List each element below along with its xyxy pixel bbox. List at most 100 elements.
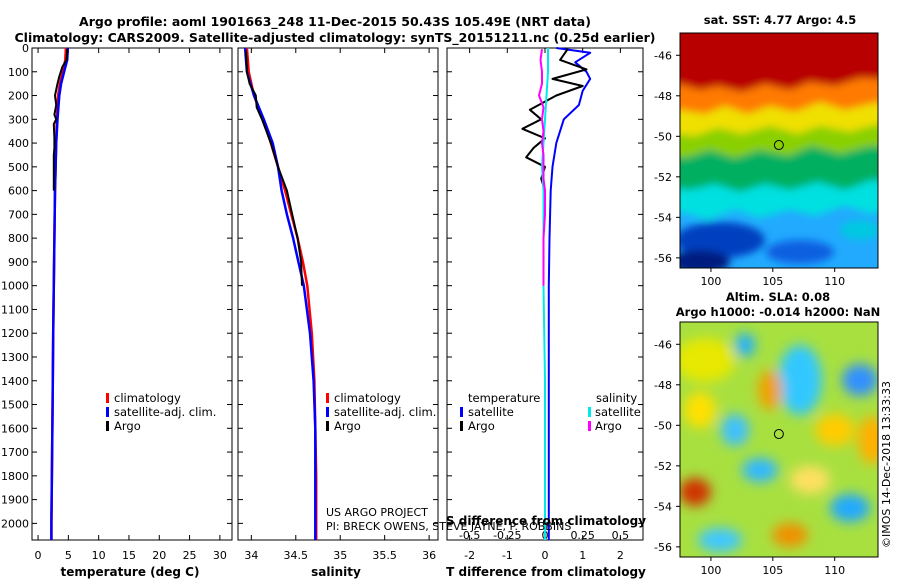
sla-patch bbox=[778, 345, 822, 415]
depth-tick-label: 1300 bbox=[1, 351, 29, 364]
sla-patch bbox=[830, 494, 870, 522]
legend-swatch-temp-satellite bbox=[460, 407, 463, 417]
x-tick-label: 35 bbox=[333, 549, 347, 562]
legend-label-sal-argo: Argo bbox=[595, 419, 622, 433]
temperature-panel-frame bbox=[31, 47, 233, 541]
sla-patch bbox=[698, 528, 742, 552]
series-line-salinity-satellite bbox=[541, 48, 549, 540]
x-tick-label: 1 bbox=[579, 549, 586, 562]
depth-tick-label: 1200 bbox=[1, 327, 29, 340]
x-tick-label: -1 bbox=[502, 549, 513, 562]
map-y-tick-label: -52 bbox=[654, 171, 672, 184]
sst-map-title: sat. SST: 4.77 Argo: 4.5 bbox=[704, 13, 856, 27]
series-line-argo bbox=[52, 49, 69, 191]
sla-patch bbox=[684, 392, 716, 428]
legend-label-argo: Argo bbox=[114, 419, 141, 433]
x-tick-label: -2 bbox=[464, 549, 475, 562]
map-y-tick-label: -48 bbox=[654, 90, 672, 103]
map-y-tick-label: -54 bbox=[654, 500, 672, 513]
sla-patch bbox=[772, 523, 808, 547]
x-tick-label: 34.5 bbox=[284, 549, 309, 562]
sla-map-title-line2: Argo h1000: -0.014 h2000: NaN bbox=[676, 305, 880, 319]
depth-tick-label: 1800 bbox=[1, 470, 29, 483]
depth-tick-label: 2000 bbox=[1, 517, 29, 530]
sst-band-cold bbox=[680, 180, 878, 220]
x-tick-label: 0 bbox=[35, 549, 42, 562]
legend-label-climatology: climatology bbox=[334, 391, 401, 405]
map-x-tick-label: 110 bbox=[824, 564, 845, 577]
depth-tick-label: 600 bbox=[8, 185, 29, 198]
map-x-tick-label: 100 bbox=[700, 564, 721, 577]
sla-patch bbox=[842, 364, 878, 396]
legend-label-climatology: climatology bbox=[114, 391, 181, 405]
map-x-tick-label: 105 bbox=[762, 275, 783, 288]
legend-swatch-argo bbox=[106, 421, 109, 431]
depth-tick-label: 1500 bbox=[1, 399, 29, 412]
depth-tick-label: 800 bbox=[8, 232, 29, 245]
x-tick-label: 0 bbox=[542, 549, 549, 562]
salinity-plot: 34 34.5 35 35.5 36 bbox=[243, 47, 436, 562]
legend-swatch-climatology bbox=[326, 393, 329, 403]
map-y-tick-label: -54 bbox=[654, 211, 672, 224]
depth-tick-label: 1900 bbox=[1, 494, 29, 507]
figure-title-line1: Argo profile: aoml 1901663_248 11-Dec-20… bbox=[79, 14, 591, 30]
depth-tick-label: 0 bbox=[22, 42, 29, 55]
sla-map-frame bbox=[679, 321, 879, 558]
sst-band-warmest bbox=[680, 33, 878, 92]
depth-tick-label: 700 bbox=[8, 208, 29, 221]
sst-map-field bbox=[680, 33, 878, 268]
sst-cold-patch-4 bbox=[840, 220, 878, 240]
legend-label-temp-argo: Argo bbox=[468, 419, 495, 433]
sla-patch bbox=[680, 338, 735, 382]
legend-label-satellite: satellite-adj. clim. bbox=[334, 405, 436, 419]
depth-tick-label: 1700 bbox=[1, 446, 29, 459]
temperature-legend: climatology satellite-adj. clim. Argo bbox=[106, 391, 216, 433]
sst-map-axes: -46 -48 -50 -52 -54 -56 100 105 110 bbox=[654, 49, 845, 288]
t-difference-axis-label: T difference from climatology bbox=[446, 565, 646, 579]
salinity-axis-label: salinity bbox=[311, 565, 361, 579]
sla-argo-location-marker bbox=[773, 429, 784, 440]
sla-map-title-line1: Altim. SLA: 0.08 bbox=[726, 290, 830, 304]
x-tick-label: 36 bbox=[422, 549, 436, 562]
depth-tick-label: 1100 bbox=[1, 303, 29, 316]
map-y-tick-label: -48 bbox=[654, 379, 672, 392]
x-tick-label: 30 bbox=[213, 549, 227, 562]
map-y-tick-label: -46 bbox=[654, 49, 672, 62]
sst-band-cool bbox=[680, 124, 878, 158]
depth-tick-label: 300 bbox=[8, 113, 29, 126]
x-tick-label: 35.5 bbox=[372, 549, 397, 562]
sla-patch bbox=[680, 478, 711, 506]
depth-tick-label: 900 bbox=[8, 256, 29, 269]
sst-map bbox=[680, 33, 878, 268]
temperature-plot: 0 5 10 15 20 25 30 bbox=[35, 47, 227, 562]
series-line-satellite-adj-clim- bbox=[50, 47, 70, 540]
depth-tick-label: 500 bbox=[8, 161, 29, 174]
x-tick-label: 20 bbox=[152, 549, 166, 562]
legend-swatch-satellite bbox=[326, 407, 329, 417]
legend-swatch-temp-argo bbox=[460, 421, 463, 431]
s-difference-axis-label: S difference from climatology bbox=[446, 514, 646, 528]
series-line-satellite-adj-clim- bbox=[243, 47, 317, 540]
depth-tick-label: 200 bbox=[8, 90, 29, 103]
difference-legend: temperature salinity satellite Argo sate… bbox=[460, 391, 641, 433]
series-line-temperature-argo bbox=[521, 48, 588, 191]
figure-title-line2: Climatology: CARS2009. Satellite-adjuste… bbox=[14, 30, 655, 46]
map-x-tick-label: 105 bbox=[762, 564, 783, 577]
map-y-tick-label: -50 bbox=[654, 419, 672, 432]
s-diff-tick-label: 0.5 bbox=[612, 529, 630, 542]
temperature-axis-label: temperature (deg C) bbox=[61, 565, 200, 579]
sla-patch bbox=[758, 370, 782, 410]
salinity-panel-frame bbox=[237, 47, 439, 541]
depth-tick-label: 1000 bbox=[1, 280, 29, 293]
map-y-tick-label: -46 bbox=[654, 338, 672, 351]
sla-patch bbox=[790, 466, 830, 494]
imos-credit: ©IMOS 14-Dec-2018 13:33:33 bbox=[880, 381, 893, 548]
sla-patch bbox=[742, 458, 778, 482]
map-y-tick-label: -50 bbox=[654, 130, 672, 143]
depth-axis: 0 100 200 300 400 500 600 700 800 900 1000 1100 1200… bbox=[1, 42, 452, 530]
depth-tick-label: 100 bbox=[8, 66, 29, 79]
legend-swatch-sal-satellite bbox=[588, 407, 591, 417]
s-diff-tick-label: -0.25 bbox=[493, 529, 521, 542]
legend-title-salinity: salinity bbox=[596, 391, 637, 405]
sst-argo-location-marker bbox=[773, 140, 784, 151]
